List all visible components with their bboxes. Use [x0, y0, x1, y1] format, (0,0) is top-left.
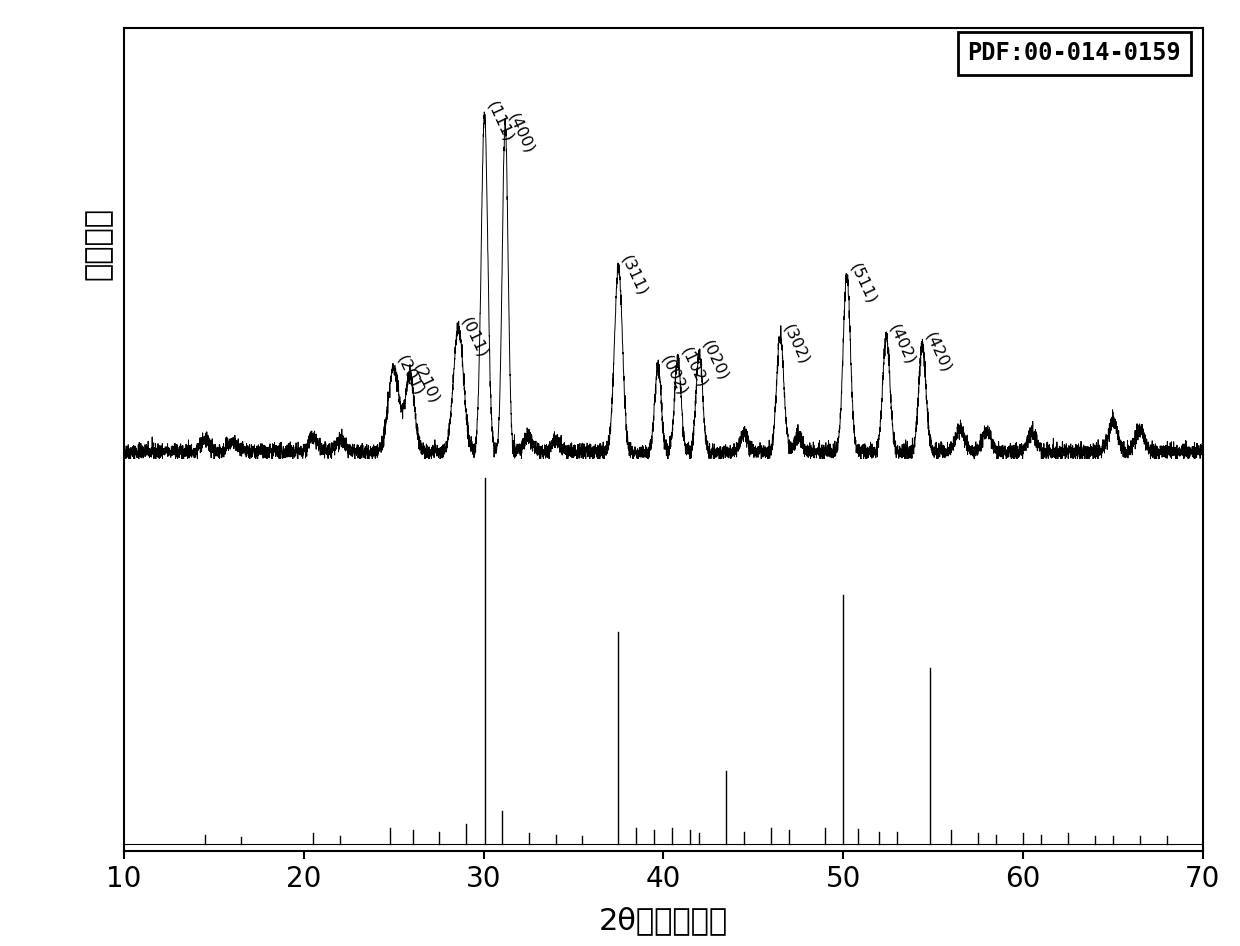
Text: (402): (402) — [887, 323, 918, 367]
Text: (210): (210) — [410, 360, 441, 406]
X-axis label: 2θ角度（度）: 2θ角度（度） — [599, 906, 728, 936]
Text: (311): (311) — [619, 253, 650, 298]
Text: (511): (511) — [847, 261, 879, 307]
Text: (420): (420) — [923, 330, 954, 376]
Text: (201): (201) — [394, 353, 425, 398]
Text: (400): (400) — [505, 111, 537, 156]
Text: (302): (302) — [780, 323, 812, 367]
Text: (102): (102) — [678, 345, 709, 391]
Text: (111): (111) — [485, 99, 516, 145]
Text: (011): (011) — [459, 315, 490, 360]
Y-axis label: 衍射强度: 衍射强度 — [84, 207, 113, 280]
Text: PDF:00-014-0159: PDF:00-014-0159 — [967, 42, 1182, 65]
Text: (020): (020) — [699, 338, 732, 383]
Text: (002): (002) — [658, 353, 689, 398]
